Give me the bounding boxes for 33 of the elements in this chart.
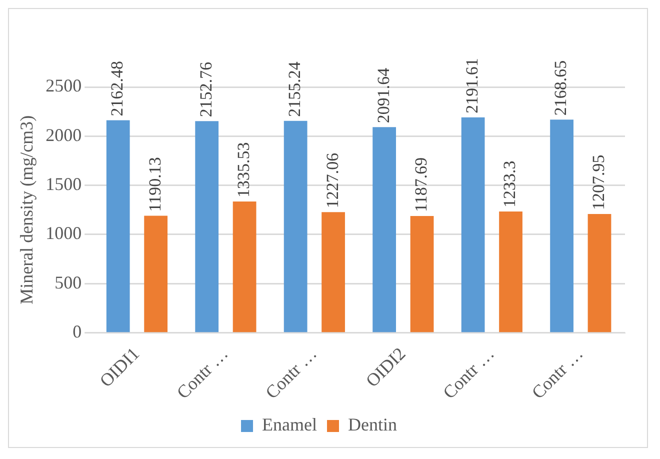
y-tick-label: 1000 [46,223,82,244]
data-label: 2091.64 [374,67,393,124]
y-tick-label: 1500 [46,174,82,194]
bar [588,214,612,332]
data-label: 1335.53 [234,142,254,198]
data-label: 2152.76 [196,62,216,118]
y-tick-label: 500 [54,272,82,292]
y-axis-title: Mineral density (mg/cm3) [16,115,37,304]
bar [550,120,574,332]
bar [106,120,130,332]
bar [461,117,485,332]
data-label: 2155.24 [285,61,304,117]
data-label: 1190.13 [145,157,164,212]
data-label: 2191.61 [462,58,482,114]
data-label: 1207.95 [588,154,608,210]
y-tick-label: 2500 [46,76,82,96]
y-tick-label: 0 [72,322,82,342]
data-label: 2168.65 [551,60,570,116]
bar [499,212,522,332]
bar [322,212,345,332]
y-tick-label: 2000 [46,124,82,145]
data-label: 1227.06 [322,152,342,208]
data-label: 1233.3 [500,160,520,208]
bar [232,202,256,332]
bar [195,121,219,332]
data-label: 1187.69 [411,157,430,212]
legend-label: Enamel [262,414,317,435]
bar [144,216,168,332]
legend-label: Dentin [348,414,397,435]
bar [372,127,396,332]
bar [284,120,308,332]
bar [410,216,434,332]
data-label: 2162.48 [108,60,127,116]
